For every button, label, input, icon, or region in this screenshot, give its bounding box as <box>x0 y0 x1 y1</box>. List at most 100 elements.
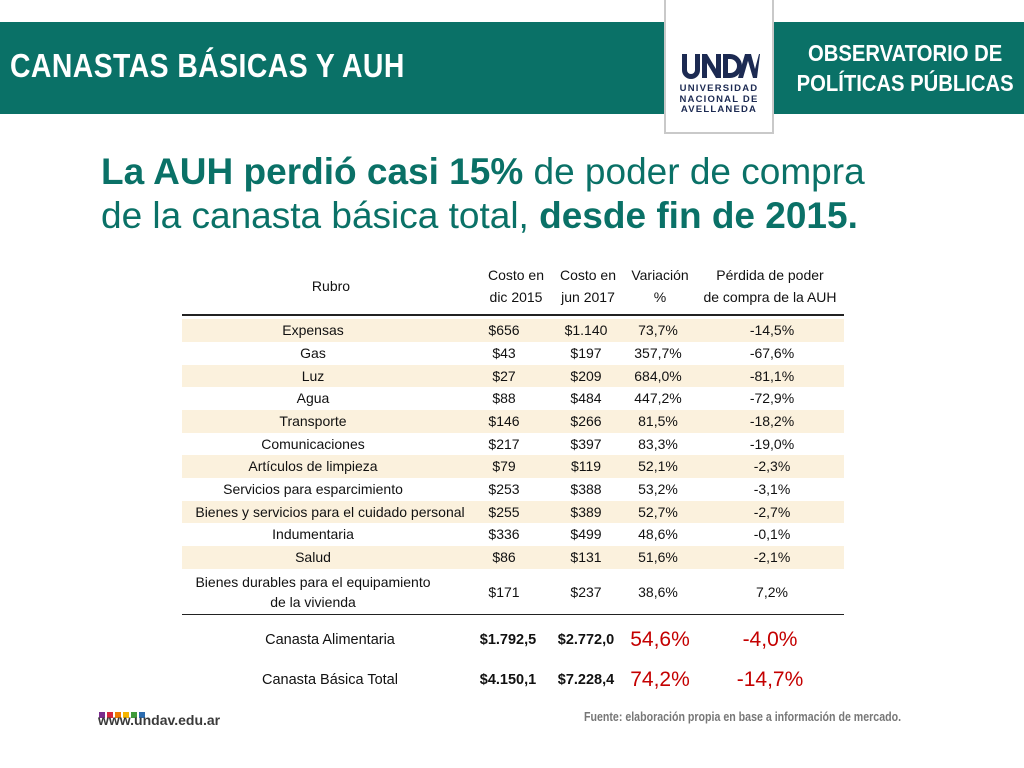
university-logo[interactable]: UNIVERSIDAD NACIONAL DE AVELLANEDA <box>664 0 774 134</box>
cell-dic: $217 <box>488 435 520 452</box>
header-var: Variación % <box>626 264 694 308</box>
header-per-1: Pérdida de poder <box>716 267 824 283</box>
cell-per: -81,1% <box>749 367 795 384</box>
table-row: Comunicaciones $217 $397 83,3% -19,0% <box>182 433 844 456</box>
website-link[interactable]: www.undav.edu.ar <box>98 712 221 728</box>
cell-var: 52,1% <box>638 458 678 474</box>
cell-rubro: Servicios para esparcimiento <box>223 481 403 497</box>
cell-var: 52,7% <box>638 503 678 520</box>
header-var-2: % <box>653 289 667 305</box>
cell-per: -19,0% <box>749 435 795 452</box>
table-row: Expensas $656 $1.140 73,7% -14,5% <box>182 319 844 342</box>
cell-var: 73,7% <box>638 322 678 338</box>
table-row: Agua $88 $484 447,2% -72,9% <box>182 387 844 410</box>
table-row: Bienes durables para el equipamiento de … <box>182 570 844 614</box>
summary-dic: $1.792,5 <box>479 632 537 648</box>
cell-rubro: Bienes durables para el equipamiento de … <box>182 572 444 612</box>
headline-text-2: de poder de compra <box>523 151 865 192</box>
cell-dic: $253 <box>488 481 520 497</box>
color-dots <box>99 705 147 718</box>
logo-text: UNIVERSIDAD NACIONAL DE AVELLANEDA <box>666 83 772 116</box>
header-dic-2: dic 2015 <box>489 289 543 305</box>
cell-var: 38,6% <box>638 584 678 600</box>
cell-jun: $209 <box>570 367 602 384</box>
cell-rubro: Artículos de limpieza <box>248 458 378 474</box>
header-jun-2: jun 2017 <box>561 289 615 305</box>
logo-line-1: UNIVERSIDAD <box>679 83 759 94</box>
cell-jun: $237 <box>570 584 602 600</box>
cell-rubro: Salud <box>295 549 331 565</box>
cell-per: -3,1% <box>753 481 791 497</box>
cell-var: 48,6% <box>638 526 678 542</box>
header-jun-1: Costo en <box>559 267 617 283</box>
header-bar: CANASTAS BÁSICAS Y AUH OBSERVATORIO DE P… <box>0 22 1024 114</box>
undav-logo-icon <box>682 54 760 79</box>
headline-text-3: de la canasta básica total, <box>101 195 540 236</box>
cell-dic: $88 <box>492 390 516 406</box>
source-note: Fuente: elaboración propia en base a inf… <box>584 710 902 724</box>
table-row: Gas $43 $197 357,7% -67,6% <box>182 342 844 365</box>
table-divider <box>182 614 844 615</box>
headline: La AUH perdió casi 15% de poder de compr… <box>101 150 981 238</box>
cell-rubro-line-1: Bienes durables para el equipamiento <box>195 574 431 590</box>
cell-dic: $656 <box>488 322 520 338</box>
cell-per: -67,6% <box>749 345 795 361</box>
cell-jun: $499 <box>570 526 602 542</box>
cell-rubro: Agua <box>296 390 330 406</box>
cell-per: -2,1% <box>753 549 791 565</box>
summary-var: 74,2% <box>630 668 690 691</box>
cell-dic: $255 <box>488 503 520 520</box>
cell-jun: $1.140 <box>564 322 608 338</box>
summary-per: -4,0% <box>742 628 798 651</box>
cell-rubro: Expensas <box>282 322 344 338</box>
table-row: Bienes y servicios para el cuidado perso… <box>182 500 844 524</box>
logo-line-3: AVELLANEDA <box>680 104 758 115</box>
dot-icon <box>107 712 113 718</box>
cell-jun: $266 <box>570 413 602 429</box>
cell-rubro-line-2: de la vivienda <box>270 594 356 610</box>
table-row: Luz $27 $209 684,0% -81,1% <box>182 364 844 388</box>
dot-icon <box>99 712 105 718</box>
summary-var: 54,6% <box>630 628 690 651</box>
table-header: Rubro Costo en dic 2015 Costo en jun 201… <box>182 258 844 316</box>
table-row: Artículos de limpieza $79 $119 52,1% -2,… <box>182 455 844 478</box>
table-row: Indumentaria $336 $499 48,6% -0,1% <box>182 523 844 546</box>
summary-row: Canasta Alimentaria $1.792,5 $2.772,0 54… <box>182 620 844 660</box>
cell-var: 81,5% <box>638 413 678 429</box>
headline-bold-4: desde fin de 2015 <box>539 195 848 236</box>
table-row: Servicios para esparcimiento $253 $388 5… <box>182 478 844 501</box>
dot-icon <box>115 712 121 718</box>
cell-jun: $397 <box>570 435 602 452</box>
cell-jun: $131 <box>570 549 602 565</box>
cell-dic: $171 <box>488 584 520 600</box>
org-line-1: OBSERVATORIO DE <box>808 40 1003 66</box>
dot-icon <box>123 712 129 718</box>
cell-per: -2,3% <box>753 458 791 474</box>
cell-jun: $389 <box>570 503 602 520</box>
cell-jun: $197 <box>570 345 602 361</box>
cell-per: -14,5% <box>749 322 795 338</box>
header-dic-1: Costo en <box>487 267 545 283</box>
header-jun: Costo en jun 2017 <box>554 264 622 308</box>
headline-bold-1: La AUH perdió casi 15% <box>101 151 524 192</box>
cell-rubro: Luz <box>301 367 325 384</box>
cell-jun: $388 <box>570 481 602 497</box>
header-rubro: Rubro <box>311 278 351 294</box>
summary-row: Canasta Básica Total $4.150,1 $7.228,4 7… <box>182 660 844 700</box>
table-row: Salud $86 $131 51,6% -2,1% <box>182 546 844 569</box>
cell-dic: $79 <box>492 458 516 474</box>
dot-icon <box>139 712 145 718</box>
cell-dic: $27 <box>492 367 516 384</box>
cell-per: -0,1% <box>753 526 791 542</box>
cell-var: 83,3% <box>638 435 678 452</box>
summary-per: -14,7% <box>736 668 804 691</box>
cell-jun: $119 <box>570 458 602 474</box>
summary-rubro: Canasta Básica Total <box>262 672 398 688</box>
headline-text-5: . <box>847 195 858 236</box>
headline-line-1: La AUH perdió casi 15% de poder de compr… <box>101 150 981 194</box>
cell-var: 53,2% <box>638 481 678 497</box>
cell-jun: $484 <box>570 390 602 406</box>
cell-dic: $146 <box>488 413 520 429</box>
dot-icon <box>131 712 137 718</box>
cell-var: 684,0% <box>634 367 682 384</box>
